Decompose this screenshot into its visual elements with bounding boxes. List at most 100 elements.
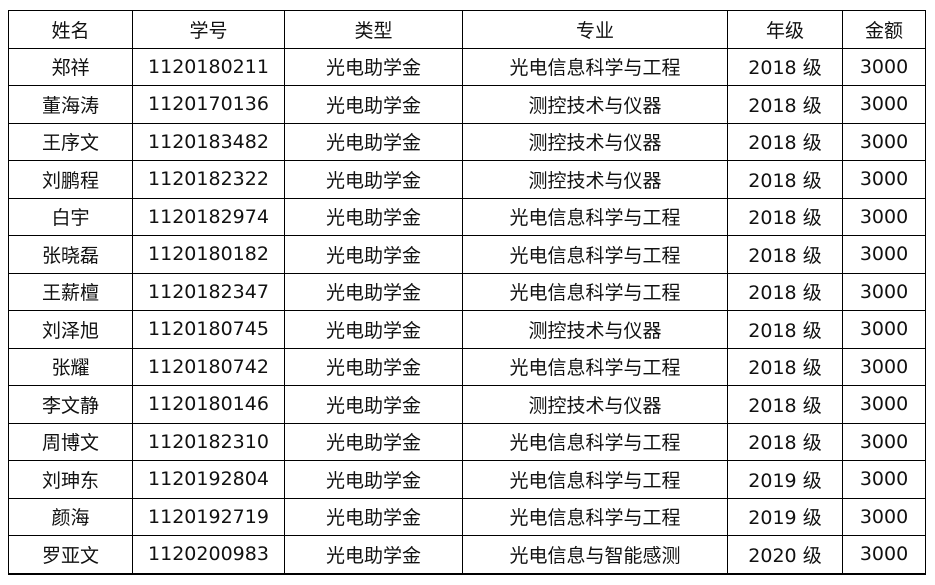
cell-amount: 3000 — [842, 85, 926, 124]
cell-major: 光电信息科学与工程 — [462, 460, 728, 499]
cell-student-id: 1120192804 — [132, 460, 285, 499]
cell-student-id: 1120183482 — [132, 122, 285, 161]
cell-amount: 3000 — [842, 160, 926, 199]
cell-amount: 3000 — [842, 535, 926, 575]
scholarship-table: 姓名 学号 类型 专业 年级 金额 郑祥 1120180211 光电助学金 光电信息科… — [8, 10, 926, 575]
table-row: 张耀 1120180742 光电助学金 光电信息科学与工程 2018 级 3000 — [8, 347, 926, 386]
table-row: 郑祥 1120180211 光电助学金 光电信息科学与工程 2018 级 3000 — [8, 47, 926, 86]
cell-major: 光电信息科学与工程 — [462, 347, 728, 386]
cell-major: 光电信息科学与工程 — [462, 235, 728, 274]
table-row: 周博文 1120182310 光电助学金 光电信息科学与工程 2018 级 3000 — [8, 422, 926, 461]
cell-major: 测控技术与仪器 — [462, 85, 728, 124]
cell-amount: 3000 — [842, 497, 926, 536]
cell-student-id: 1120182974 — [132, 197, 285, 236]
cell-amount: 3000 — [842, 272, 926, 311]
cell-type: 光电助学金 — [284, 47, 463, 86]
cell-amount: 3000 — [842, 235, 926, 274]
cell-amount: 3000 — [842, 47, 926, 86]
cell-student-id: 1120182310 — [132, 422, 285, 461]
cell-major: 测控技术与仪器 — [462, 122, 728, 161]
cell-student-id: 1120200983 — [132, 535, 285, 575]
header-student-id: 学号 — [132, 10, 285, 49]
cell-student-id: 1120180745 — [132, 310, 285, 349]
cell-type: 光电助学金 — [284, 272, 463, 311]
cell-grade: 2018 级 — [727, 85, 843, 124]
cell-student-id: 1120182322 — [132, 160, 285, 199]
cell-grade: 2019 级 — [727, 460, 843, 499]
cell-grade: 2018 级 — [727, 422, 843, 461]
header-grade: 年级 — [727, 10, 843, 49]
cell-amount: 3000 — [842, 460, 926, 499]
header-name: 姓名 — [8, 10, 133, 49]
cell-major: 光电信息科学与工程 — [462, 197, 728, 236]
table-row: 颜海 1120192719 光电助学金 光电信息科学与工程 2019 级 3000 — [8, 497, 926, 536]
cell-student-id: 1120180742 — [132, 347, 285, 386]
cell-major: 光电信息与智能感测 — [462, 535, 728, 575]
cell-type: 光电助学金 — [284, 122, 463, 161]
table-row: 王序文 1120183482 光电助学金 测控技术与仪器 2018 级 3000 — [8, 122, 926, 161]
cell-student-id: 1120170136 — [132, 85, 285, 124]
cell-grade: 2018 级 — [727, 310, 843, 349]
cell-type: 光电助学金 — [284, 197, 463, 236]
cell-amount: 3000 — [842, 385, 926, 424]
header-amount: 金额 — [842, 10, 926, 49]
cell-type: 光电助学金 — [284, 85, 463, 124]
cell-name: 董海涛 — [8, 85, 133, 124]
cell-amount: 3000 — [842, 347, 926, 386]
cell-major: 光电信息科学与工程 — [462, 47, 728, 86]
cell-student-id: 1120180182 — [132, 235, 285, 274]
cell-major: 光电信息科学与工程 — [462, 272, 728, 311]
cell-name: 罗亚文 — [8, 535, 133, 575]
cell-grade: 2018 级 — [727, 272, 843, 311]
cell-name: 李文静 — [8, 385, 133, 424]
cell-student-id: 1120180146 — [132, 385, 285, 424]
header-type: 类型 — [284, 10, 463, 49]
cell-name: 郑祥 — [8, 47, 133, 86]
cell-name: 刘珅东 — [8, 460, 133, 499]
cell-name: 周博文 — [8, 422, 133, 461]
cell-major: 测控技术与仪器 — [462, 310, 728, 349]
cell-student-id: 1120180211 — [132, 47, 285, 86]
cell-grade: 2018 级 — [727, 160, 843, 199]
cell-type: 光电助学金 — [284, 347, 463, 386]
cell-name: 刘泽旭 — [8, 310, 133, 349]
cell-major: 光电信息科学与工程 — [462, 422, 728, 461]
cell-type: 光电助学金 — [284, 422, 463, 461]
cell-name: 张耀 — [8, 347, 133, 386]
cell-student-id: 1120192719 — [132, 497, 285, 536]
cell-grade: 2020 级 — [727, 535, 843, 575]
cell-type: 光电助学金 — [284, 310, 463, 349]
cell-type: 光电助学金 — [284, 497, 463, 536]
cell-name: 张晓磊 — [8, 235, 133, 274]
table-row: 刘珅东 1120192804 光电助学金 光电信息科学与工程 2019 级 3000 — [8, 460, 926, 499]
cell-type: 光电助学金 — [284, 385, 463, 424]
cell-name: 刘鹏程 — [8, 160, 133, 199]
cell-student-id: 1120182347 — [132, 272, 285, 311]
cell-type: 光电助学金 — [284, 160, 463, 199]
header-major: 专业 — [462, 10, 728, 49]
cell-name: 白宇 — [8, 197, 133, 236]
cell-major: 光电信息科学与工程 — [462, 497, 728, 536]
cell-type: 光电助学金 — [284, 235, 463, 274]
cell-grade: 2018 级 — [727, 47, 843, 86]
cell-type: 光电助学金 — [284, 460, 463, 499]
cell-grade: 2018 级 — [727, 197, 843, 236]
cell-name: 王序文 — [8, 122, 133, 161]
cell-type: 光电助学金 — [284, 535, 463, 575]
cell-major: 测控技术与仪器 — [462, 385, 728, 424]
table-row: 白宇 1120182974 光电助学金 光电信息科学与工程 2018 级 3000 — [8, 197, 926, 236]
cell-amount: 3000 — [842, 197, 926, 236]
cell-grade: 2018 级 — [727, 122, 843, 161]
table-row: 刘鹏程 1120182322 光电助学金 测控技术与仪器 2018 级 3000 — [8, 160, 926, 199]
cell-amount: 3000 — [842, 422, 926, 461]
cell-amount: 3000 — [842, 122, 926, 161]
table-row: 李文静 1120180146 光电助学金 测控技术与仪器 2018 级 3000 — [8, 385, 926, 424]
table-row: 罗亚文 1120200983 光电助学金 光电信息与智能感测 2020 级 3000 — [8, 535, 926, 575]
header-row: 姓名 学号 类型 专业 年级 金额 — [8, 10, 926, 49]
table-row: 董海涛 1120170136 光电助学金 测控技术与仪器 2018 级 3000 — [8, 85, 926, 124]
cell-name: 颜海 — [8, 497, 133, 536]
cell-grade: 2019 级 — [727, 497, 843, 536]
cell-grade: 2018 级 — [727, 347, 843, 386]
cell-grade: 2018 级 — [727, 235, 843, 274]
table-row: 王薪檀 1120182347 光电助学金 光电信息科学与工程 2018 级 3000 — [8, 272, 926, 311]
